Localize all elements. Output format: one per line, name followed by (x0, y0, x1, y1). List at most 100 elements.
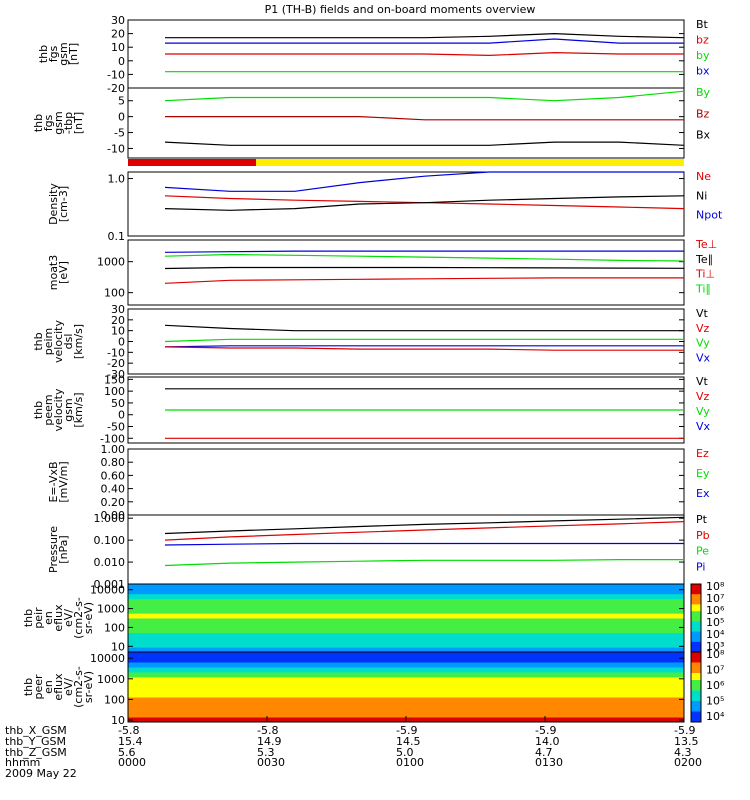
x-axis-row-label: thb_Y_GSM (5, 735, 66, 748)
legend-label: Pb (696, 529, 710, 542)
x-axis-value: 14.5 (396, 735, 421, 748)
y-tick-label: 0.001 (94, 578, 126, 591)
legend-label: Npot (696, 209, 723, 222)
spectrogram-band (128, 618, 684, 624)
y-axis-label: E=-VxB (47, 461, 60, 502)
series-line (165, 32, 685, 39)
colorbar-cell (691, 687, 701, 691)
series-line (164, 90, 685, 102)
legend-label: Ni (696, 189, 707, 202)
colorbar-cell (691, 584, 701, 588)
y-tick-label: 0 (118, 336, 125, 349)
y-tick-label: 1000 (97, 256, 125, 269)
legend-label: Ez (696, 447, 709, 460)
colorbar-cell (691, 601, 701, 605)
y-tick-label: 20 (111, 28, 125, 41)
legend-label: Vz (696, 322, 710, 335)
spectrogram-band (128, 692, 684, 698)
series-line (164, 141, 685, 146)
legend-label: Pe (696, 545, 709, 558)
colorbar-cell (691, 711, 701, 716)
y-tick-label: -30 (107, 368, 125, 381)
spectrogram-band (128, 632, 684, 638)
panel-frame (127, 171, 685, 237)
y-tick-label: 0.00 (101, 509, 126, 522)
y-axis-label: eV/ (62, 678, 75, 696)
colorbar-cell (691, 662, 701, 667)
colorbar-cell (691, 618, 701, 622)
series-line (164, 324, 684, 332)
colorbar-cell (691, 648, 701, 653)
y-tick-label: 1.00 (101, 443, 126, 456)
colorbar-tick-label: 10⁶ (706, 604, 725, 617)
y-axis-label: velocity (52, 388, 65, 431)
x-axis-value: 5.3 (257, 746, 275, 759)
mode-bar-yellow (128, 159, 684, 166)
colorbar-cell (691, 597, 701, 602)
y-axis-label: thb (37, 45, 50, 63)
spectrogram-band (128, 647, 684, 653)
colorbar-tick-label: 10⁷ (706, 592, 724, 605)
colorbar-cell (691, 594, 701, 599)
y-tick-label: 10 (111, 640, 125, 653)
colorbar-tick-label: 10⁴ (706, 628, 725, 641)
series-line (164, 266, 685, 270)
spectrogram-band (128, 593, 684, 600)
y-axis-label: velocity (52, 320, 65, 363)
series-line (164, 521, 685, 541)
x-axis-value: 0030 (257, 756, 285, 769)
colorbar-cell (691, 621, 701, 626)
colorbar-cell (691, 611, 701, 616)
colorbar-cell (691, 666, 701, 670)
x-axis-value: 15.4 (118, 735, 143, 748)
spectrogram-band (128, 672, 684, 678)
legend-label: Vz (696, 390, 710, 403)
legend-label: Pt (696, 513, 708, 526)
legend-label: Vy (696, 337, 710, 350)
series-line (164, 195, 685, 211)
x-axis-value: 13.5 (674, 735, 699, 748)
colorbar-tick-label: 10⁴ (706, 710, 725, 723)
series-line (164, 171, 684, 192)
panel-2 (127, 159, 685, 237)
y-axis-label: thb (22, 609, 35, 627)
colorbar-cell (691, 635, 701, 639)
colorbar-cell (691, 697, 701, 702)
series-line (164, 277, 684, 284)
x-axis-row-label: thb_X_GSM (5, 724, 67, 737)
series-line (165, 115, 684, 121)
y-axis-label: eflux (52, 604, 65, 632)
series-line (164, 253, 685, 262)
legend-label: Bt (696, 18, 709, 31)
colorbar-cell (691, 715, 701, 719)
y-axis-label: sr-eV) (82, 602, 95, 634)
colorbar-cell (691, 590, 701, 595)
series-line (165, 38, 684, 44)
x-axis-value: 4.3 (674, 746, 692, 759)
y-tick-label: 0.1 (108, 230, 126, 243)
legend-label: Bx (696, 129, 711, 142)
y-axis-label: peir (32, 607, 45, 629)
series-line (164, 516, 685, 535)
y-tick-label: 0.010 (94, 556, 126, 569)
colorbar-cell (691, 680, 701, 684)
y-axis-label: thb (32, 114, 45, 132)
series-line (164, 345, 684, 348)
x-axis-value: -5.9 (674, 724, 695, 737)
legend-label: Ti∥ (695, 282, 711, 295)
y-tick-label: -20 (107, 82, 125, 95)
colorbar-cell (691, 690, 701, 695)
spectrogram-band (128, 622, 684, 629)
panel-5 (127, 376, 685, 444)
y-axis-label: [nT] (67, 43, 80, 65)
y-tick-label: 100 (104, 385, 125, 398)
legend-label: Bz (696, 107, 710, 120)
legend-label: Ti⊥ (695, 268, 715, 281)
legend-label: bz (696, 34, 709, 47)
y-axis-label: [eV] (57, 261, 70, 284)
panel-frame (127, 87, 685, 159)
y-tick-label: 0.40 (101, 483, 126, 496)
y-tick-label: 0.20 (101, 496, 126, 509)
y-tick-label: 1.000 (94, 512, 126, 525)
